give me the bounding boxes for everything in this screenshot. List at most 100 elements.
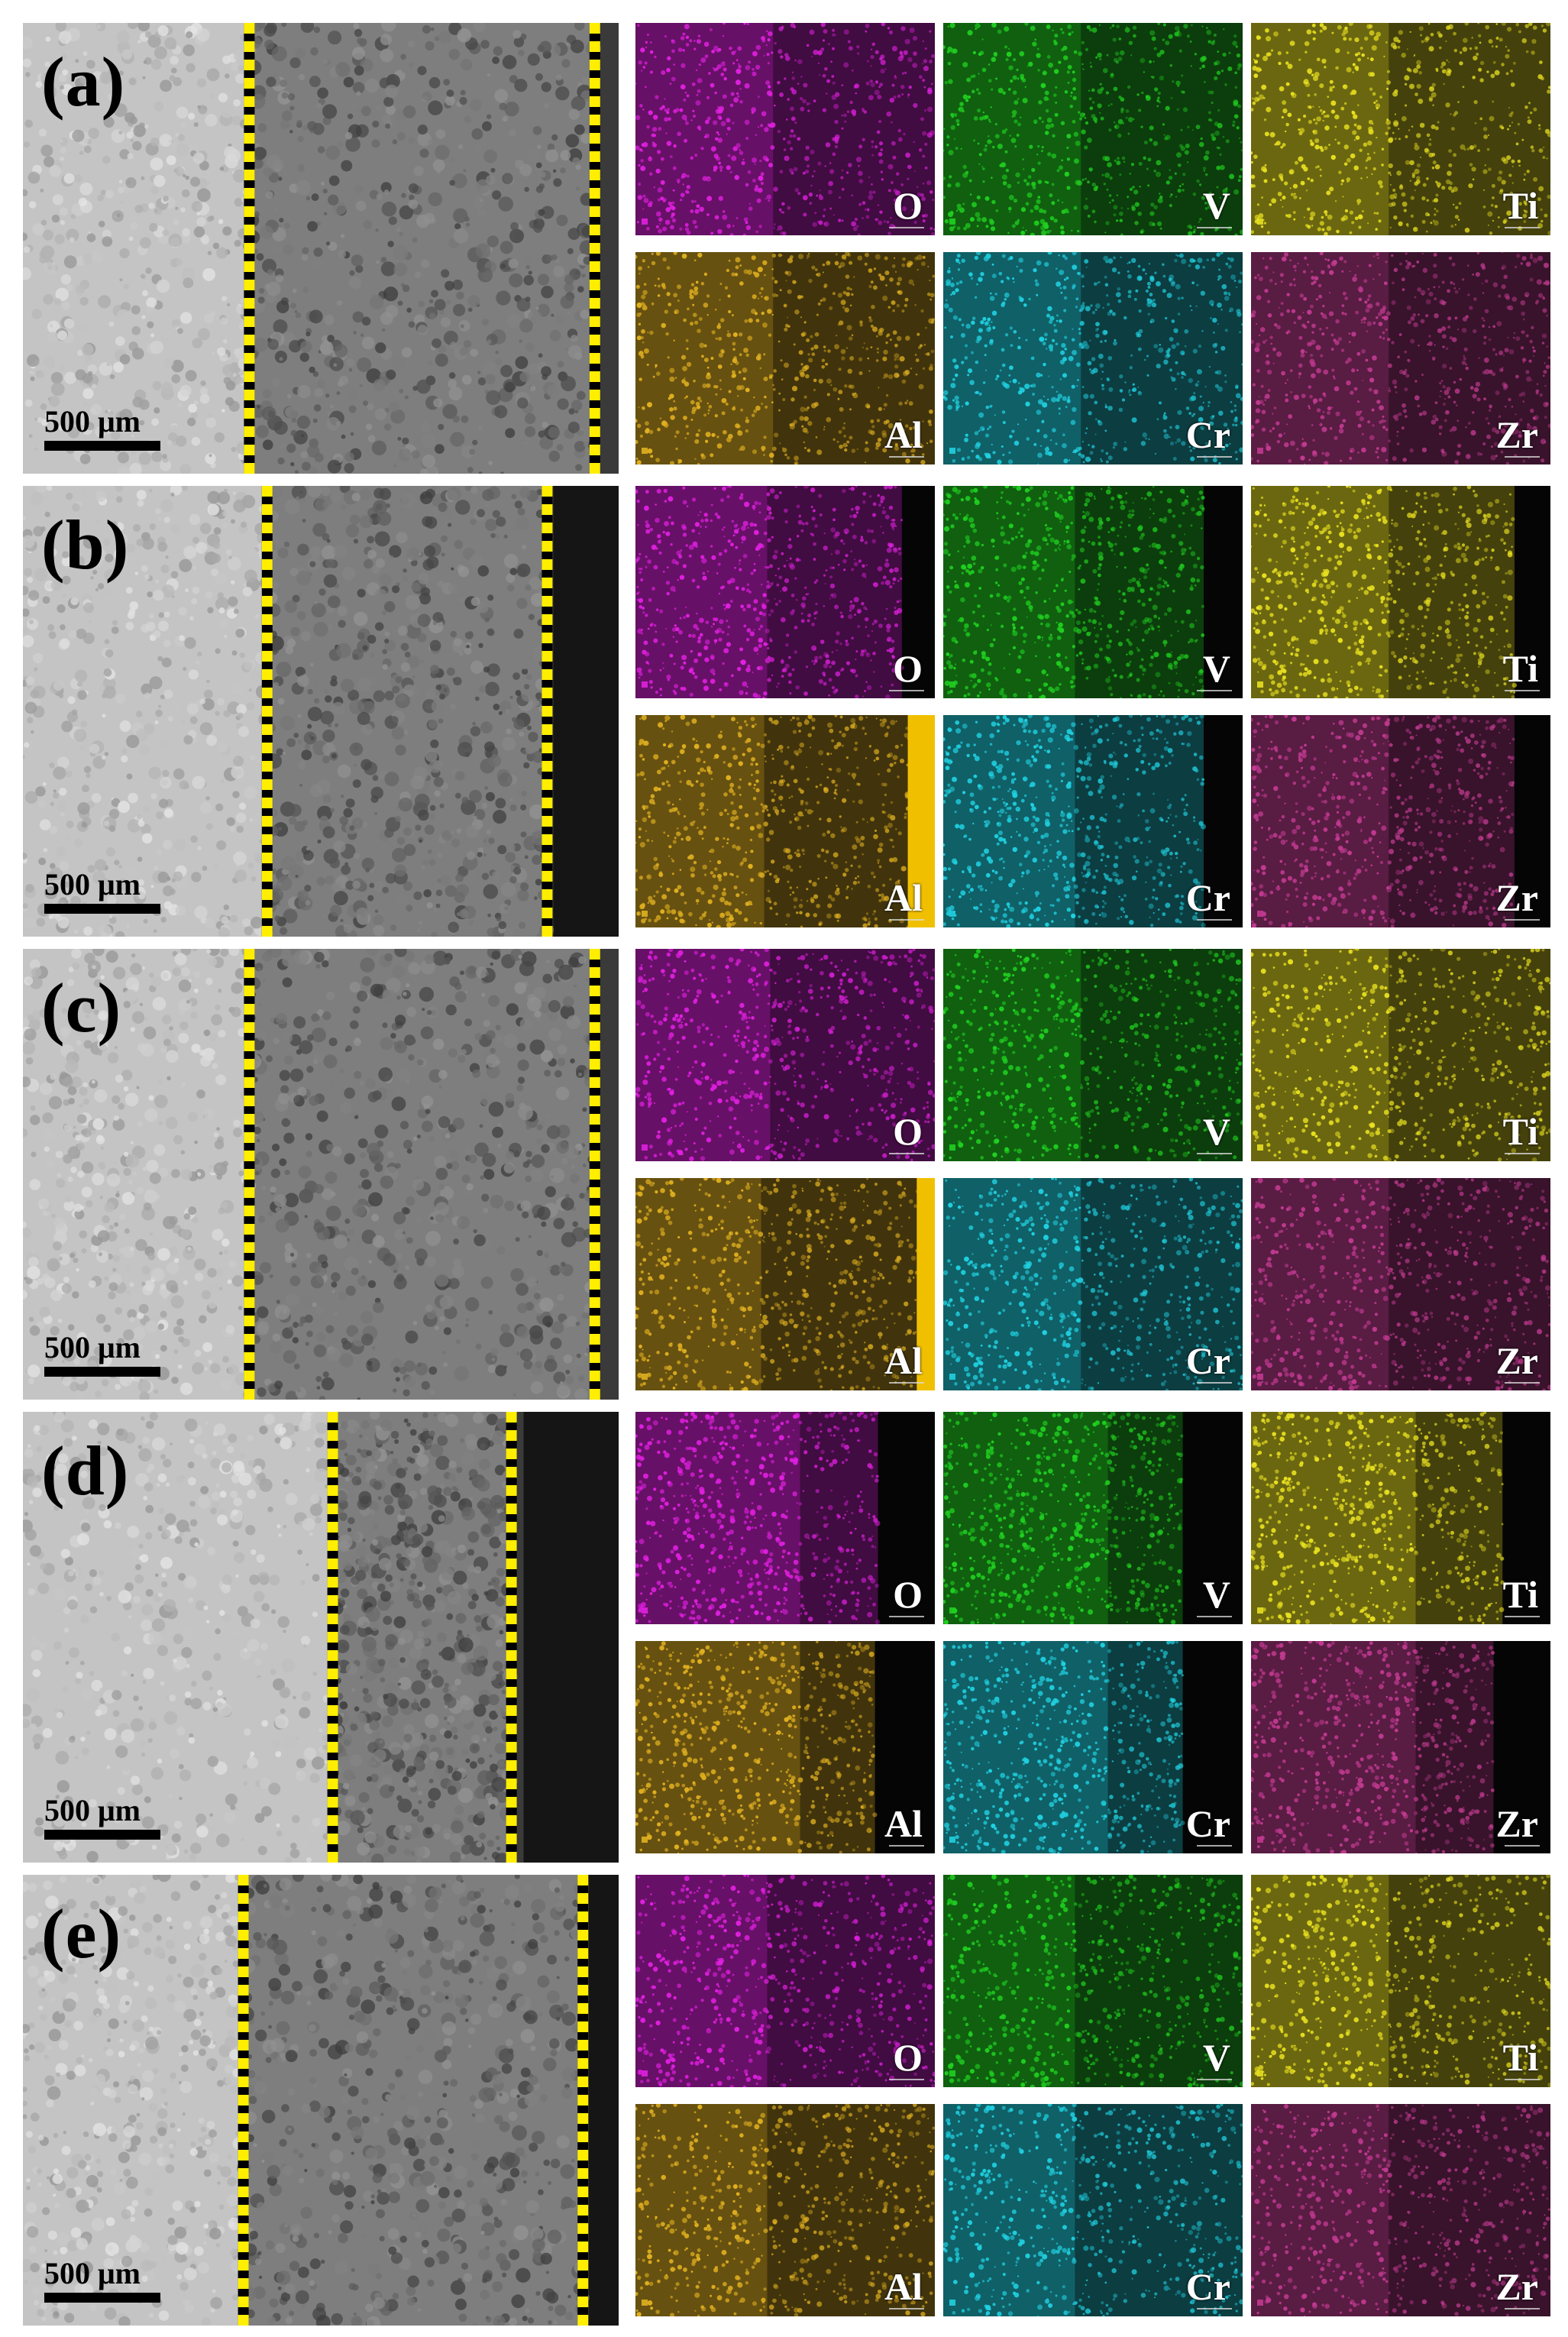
eds-texture <box>635 2104 935 2316</box>
eds-texture <box>943 1875 1243 2087</box>
element-label: V <box>1203 183 1230 228</box>
sem-micrograph: (e) 500 μm <box>23 1875 619 2326</box>
eds-map-ti: Ti <box>1251 1875 1550 2087</box>
eds-map-cr: Cr <box>943 715 1243 927</box>
eds-map-zr: Zr <box>1251 1178 1550 1390</box>
eds-map-ti: Ti <box>1251 949 1550 1161</box>
eds-map-v: V <box>943 949 1243 1161</box>
eds-texture <box>943 486 1243 698</box>
eds-texture <box>635 23 935 235</box>
panel-label: (b) <box>41 504 129 585</box>
element-label: O <box>893 1109 923 1154</box>
eds-texture <box>943 2104 1243 2316</box>
eds-map-o: O <box>635 1412 935 1624</box>
scale-bar-label: 500 μm <box>44 1329 160 1365</box>
scale-bar: 500 μm <box>44 403 160 451</box>
eds-texture <box>943 715 1243 927</box>
eds-map-v: V <box>943 1875 1243 2087</box>
eds-texture <box>1251 1641 1550 1853</box>
panel-row-b: (b) 500 μm O V Ti Al Cr Zr <box>0 486 1568 937</box>
eds-texture <box>1251 1178 1550 1390</box>
scale-bar-label: 500 μm <box>44 1792 160 1828</box>
eds-map-cr: Cr <box>943 1178 1243 1390</box>
eds-map-zr: Zr <box>1251 1641 1550 1853</box>
element-label: V <box>1203 1109 1230 1154</box>
eds-texture <box>943 1641 1243 1853</box>
eds-texture <box>943 252 1243 464</box>
scale-bar-line <box>44 2293 160 2303</box>
panel-row-a: (a) 500 μm O V Ti Al Cr Zr <box>0 23 1568 474</box>
eds-map-o: O <box>635 949 935 1161</box>
element-label: Cr <box>1186 413 1230 457</box>
panel-label: (e) <box>41 1893 121 1974</box>
eds-map-ti: Ti <box>1251 23 1550 235</box>
eds-texture <box>1251 715 1550 927</box>
eds-texture <box>1251 1875 1550 2087</box>
scale-bar: 500 μm <box>44 1792 160 1840</box>
element-label: Al <box>884 876 923 920</box>
eds-texture <box>635 252 935 464</box>
element-label: Al <box>884 1801 923 1846</box>
eds-texture <box>1251 1412 1550 1624</box>
eds-map-v: V <box>943 1412 1243 1624</box>
eds-texture <box>635 949 935 1161</box>
sem-micrograph: (b) 500 μm <box>23 486 619 937</box>
scale-bar-label: 500 μm <box>44 2255 160 2291</box>
eds-texture <box>635 1178 935 1390</box>
eds-map-cr: Cr <box>943 2104 1243 2316</box>
element-label: Ti <box>1503 2035 1538 2080</box>
panel-row-e: (e) 500 μm O V Ti Al Cr Zr <box>0 1875 1568 2326</box>
element-label: Ti <box>1503 646 1538 691</box>
eds-texture <box>635 715 935 927</box>
eds-map-zr: Zr <box>1251 252 1550 464</box>
eds-texture <box>635 1875 935 2087</box>
eds-texture <box>635 1412 935 1624</box>
eds-texture <box>1251 949 1550 1161</box>
eds-map-al: Al <box>635 1641 935 1853</box>
element-label: Zr <box>1495 2264 1538 2309</box>
scale-bar-line <box>44 904 160 914</box>
element-label: Al <box>884 2264 923 2309</box>
element-label: Zr <box>1495 413 1538 457</box>
element-label: V <box>1203 646 1230 691</box>
scale-bar-line <box>44 441 160 451</box>
sem-texture <box>23 949 619 1400</box>
sem-micrograph: (c) 500 μm <box>23 949 619 1400</box>
eds-map-cr: Cr <box>943 1641 1243 1853</box>
scale-bar-line <box>44 1367 160 1377</box>
panel-label: (d) <box>41 1430 129 1511</box>
scale-bar-label: 500 μm <box>44 866 160 902</box>
sem-micrograph: (a) 500 μm <box>23 23 619 474</box>
eds-texture <box>943 23 1243 235</box>
eds-map-al: Al <box>635 715 935 927</box>
element-label: Cr <box>1186 2264 1230 2309</box>
eds-texture <box>943 1412 1243 1624</box>
panel-label: (c) <box>41 967 121 1048</box>
eds-texture <box>943 1178 1243 1390</box>
eds-texture <box>1251 252 1550 464</box>
scale-bar: 500 μm <box>44 1329 160 1377</box>
panel-row-d: (d) 500 μm O V Ti Al Cr Zr <box>0 1412 1568 1863</box>
element-label: Ti <box>1503 1109 1538 1154</box>
element-label: Al <box>884 413 923 457</box>
panel-row-c: (c) 500 μm O V Ti Al Cr Zr <box>0 949 1568 1400</box>
element-label: V <box>1203 2035 1230 2080</box>
element-label: Zr <box>1495 1338 1538 1383</box>
eds-map-v: V <box>943 23 1243 235</box>
element-label: Ti <box>1503 1572 1538 1617</box>
eds-map-zr: Zr <box>1251 715 1550 927</box>
eds-texture <box>1251 486 1550 698</box>
eds-map-al: Al <box>635 2104 935 2316</box>
eds-texture <box>635 1641 935 1853</box>
eds-map-ti: Ti <box>1251 1412 1550 1624</box>
sem-texture <box>23 486 619 937</box>
sem-texture <box>23 1875 619 2326</box>
scale-bar-line <box>44 1830 160 1840</box>
sem-texture <box>23 1412 619 1863</box>
panel-label: (a) <box>41 41 125 122</box>
eds-texture <box>943 949 1243 1161</box>
element-label: Cr <box>1186 1338 1230 1383</box>
element-label: Ti <box>1503 183 1538 228</box>
eds-map-cr: Cr <box>943 252 1243 464</box>
